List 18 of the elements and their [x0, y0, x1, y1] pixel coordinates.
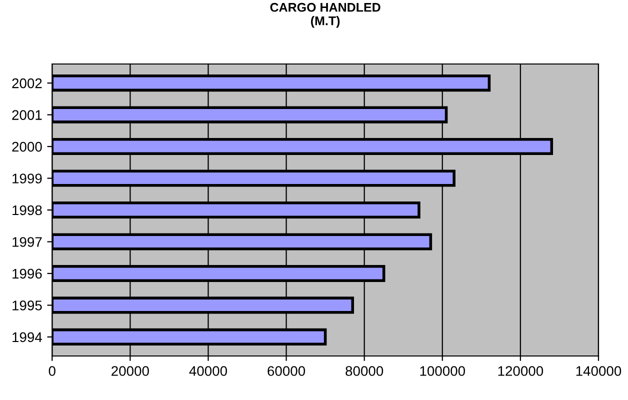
y-tick-label: 2001 — [12, 110, 42, 120]
y-tick-label: 1996 — [12, 268, 42, 279]
y-tick-label: 2000 — [12, 142, 42, 152]
y-tick-label: 1997 — [12, 237, 42, 247]
x-tick-label: 100000 — [420, 366, 466, 376]
x-tick-label: 140000 — [576, 366, 622, 376]
y-tick-label: 1994 — [12, 332, 42, 342]
y-tick-label: 1995 — [12, 300, 42, 310]
x-tick-label: 80000 — [346, 366, 384, 376]
x-tick-label: 40000 — [189, 366, 227, 376]
x-tick-label: 60000 — [268, 366, 306, 376]
chart-title: CARGO HANDLED (M.T) — [270, 2, 380, 28]
x-tick-label: 20000 — [112, 366, 149, 376]
y-tick-label: 1999 — [12, 174, 42, 184]
x-tick-label: 0 — [48, 366, 56, 376]
x-tick-label: 120000 — [498, 366, 544, 376]
y-tick-label: 2002 — [12, 78, 42, 88]
y-tick-label: 1998 — [12, 205, 42, 216]
